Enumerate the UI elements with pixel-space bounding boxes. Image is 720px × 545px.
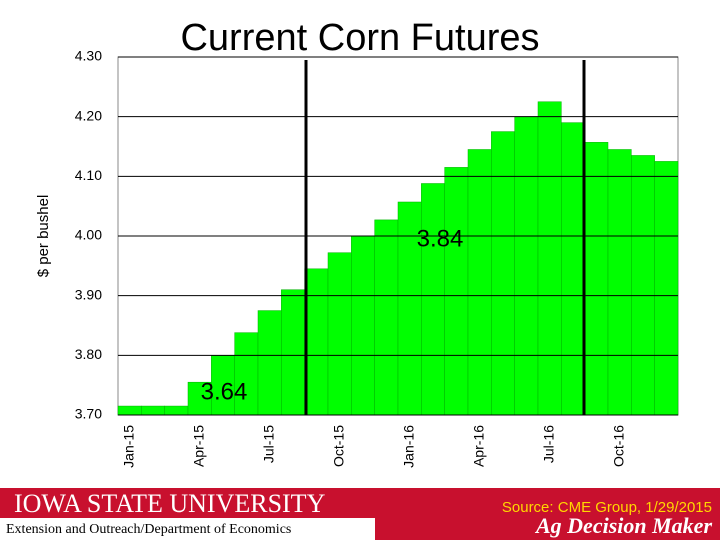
chart-title: Current Corn Futures [180, 17, 539, 59]
y-tick-label: 3.80 [75, 346, 102, 362]
bar [117, 405, 142, 416]
bar [327, 252, 352, 416]
x-tick-label: Oct-15 [330, 425, 346, 467]
bar [514, 116, 539, 416]
y-tick-label: 4.00 [75, 227, 102, 243]
y-tick-label: 4.20 [75, 107, 102, 123]
x-tick-label: Apr-15 [190, 425, 206, 467]
bar [164, 405, 189, 416]
bar [631, 155, 655, 416]
y-tick-label: 4.30 [75, 48, 102, 64]
footer-white [0, 518, 375, 540]
y-tick-label: 3.90 [75, 286, 102, 302]
x-tick-label: Jul-15 [260, 425, 276, 463]
bar [654, 161, 679, 416]
bar [607, 149, 632, 416]
bar [444, 167, 469, 416]
bar [561, 122, 585, 416]
bar [374, 219, 399, 416]
bar [304, 268, 329, 416]
university-name: Iowa State University [14, 489, 326, 518]
bar [281, 289, 305, 416]
brand: Ag Decision Maker [534, 513, 712, 538]
bar [421, 183, 445, 416]
bar [537, 101, 562, 416]
plot [117, 56, 679, 416]
x-tick-label: Jan-16 [400, 425, 416, 468]
y-axis-label: $ per bushel [35, 195, 52, 278]
x-tick-label: Apr-16 [470, 425, 486, 467]
y-tick-label: 3.70 [75, 406, 102, 422]
bar [467, 149, 492, 416]
bar [491, 131, 515, 416]
x-tick-label: Jul-16 [540, 425, 556, 463]
source: Source: CME Group, 1/29/2015 [502, 499, 712, 516]
annotation: 3.84 [417, 225, 464, 252]
x-tick-label: Jan-15 [120, 425, 136, 468]
bar [584, 142, 609, 416]
bar [257, 310, 282, 416]
bar [141, 405, 165, 416]
annotation: 3.64 [201, 378, 248, 405]
department: Extension and Outreach/Department of Eco… [6, 522, 291, 537]
y-tick-label: 4.10 [75, 167, 102, 183]
bar [351, 235, 375, 416]
x-tick-label: Oct-16 [610, 425, 626, 467]
